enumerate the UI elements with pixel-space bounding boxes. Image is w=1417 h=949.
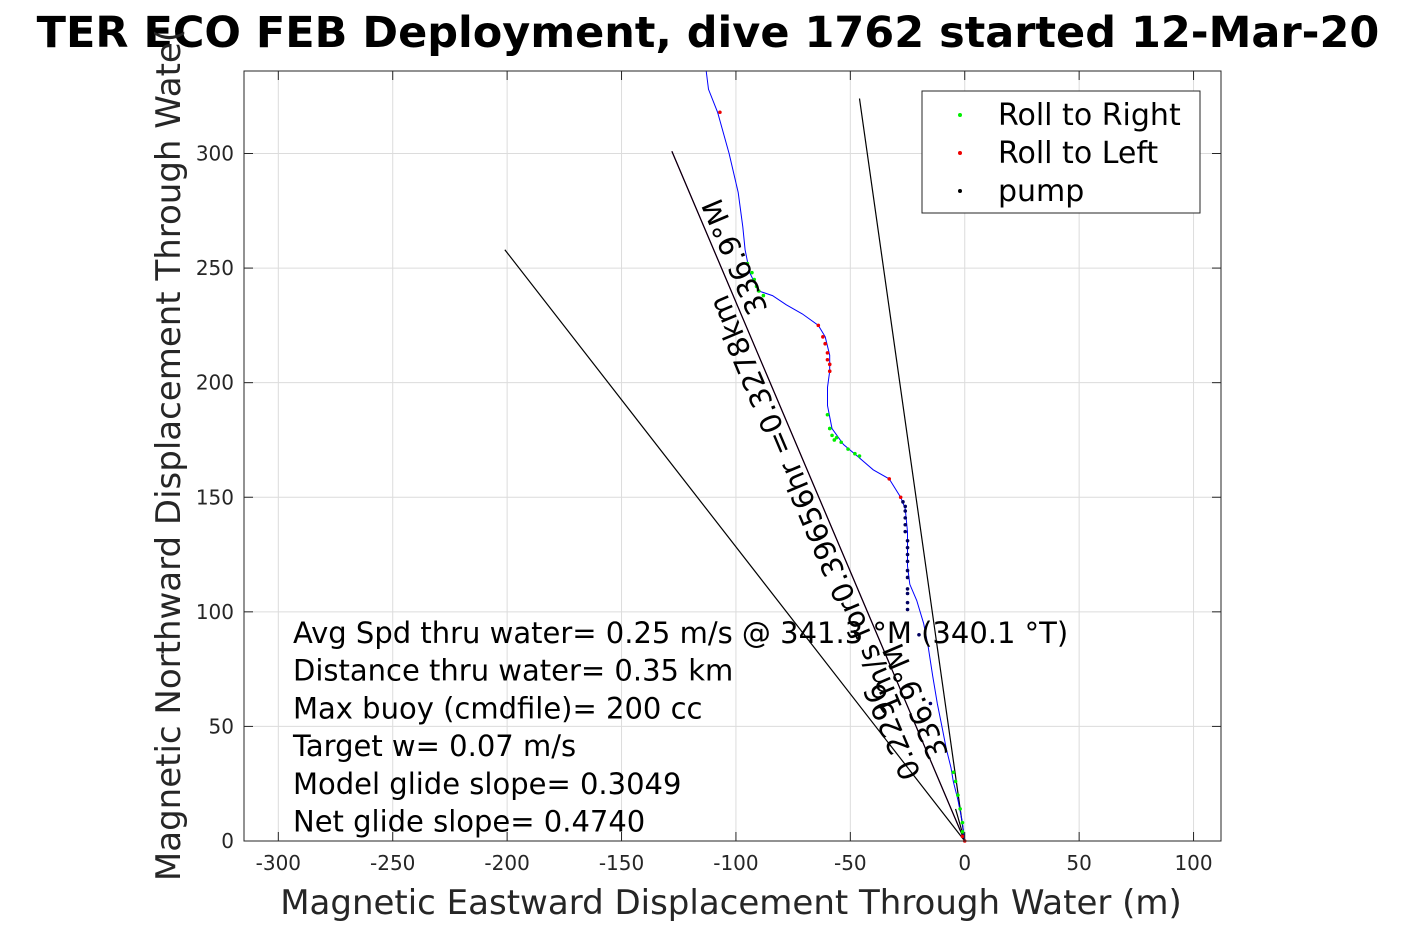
annotation-line: Distance thru water= 0.35 km (293, 654, 733, 688)
roll-left-point (718, 110, 722, 115)
roll-left-point (821, 335, 825, 339)
roll-right-point (752, 277, 757, 282)
x-tick-label: -150 (599, 851, 644, 875)
roll-right-point (857, 454, 862, 458)
roll-left-point (825, 351, 830, 355)
roll-right-point (757, 289, 761, 293)
annotation-line: Model glide slope= 0.3049 (293, 767, 681, 801)
x-tick-label: -200 (484, 851, 529, 875)
chart-title: TER ECO FEB Deployment, dive 1762 starte… (37, 8, 1380, 58)
legend-label: pump (998, 174, 1084, 209)
annotation-line: Net glide slope= 0.4740 (293, 805, 645, 839)
roll-right-point (953, 779, 958, 784)
roll-right-point (960, 830, 965, 834)
roll-right-point (754, 284, 759, 289)
roll-right-point (839, 440, 843, 445)
legend-marker (958, 189, 962, 193)
roll-right-point (745, 261, 750, 266)
legend-marker (958, 113, 962, 117)
reference-lines (504, 98, 966, 842)
roll-right-point (958, 807, 962, 811)
annotation-line: Target w= 0.07 m/s (292, 729, 576, 763)
roll-right-point (956, 793, 960, 797)
roll-left-point (823, 341, 827, 346)
pump-point (905, 538, 910, 543)
roll-right-point (750, 270, 754, 275)
y-tick-label: 200 (196, 371, 234, 395)
reference-line (858, 98, 966, 842)
y-tick-label: 100 (196, 600, 234, 624)
pump-point (905, 559, 910, 564)
y-tick-label: 250 (196, 256, 234, 280)
x-tick-label: -50 (834, 851, 867, 875)
roll-right-point (834, 435, 839, 440)
annotation-block: Avg Spd thru water= 0.25 m/s @ 341.3 °M … (292, 616, 1068, 839)
pump-point (905, 545, 910, 550)
roll-left-point (887, 477, 892, 481)
x-tick-label: 100 (1174, 851, 1212, 875)
x-tick-label: -250 (370, 851, 415, 875)
roll-right-point (832, 438, 837, 442)
x-tick-label: 50 (1066, 851, 1091, 875)
roll-right-point (960, 820, 965, 825)
pump-point (903, 522, 908, 527)
pump-point (905, 587, 910, 591)
roll-right-point (825, 412, 830, 417)
pump-point (905, 600, 910, 605)
ticks: -300 -250 -200 -150 -100 -50 0 50 100 0 50 100 150 20… (196, 71, 1221, 875)
roll-right-point (761, 293, 766, 298)
x-tick-label: 0 (958, 851, 971, 875)
annotation-line: Avg Spd thru water= 0.25 m/s @ 341.3 °M … (293, 616, 1068, 650)
roll-right-point (830, 433, 834, 438)
y-tick-label: 300 (196, 142, 234, 166)
roll-left-point (827, 369, 832, 374)
roll-left-point (960, 834, 965, 839)
roll-left-point (898, 495, 903, 500)
pump-point (903, 516, 908, 520)
roll-left-point (825, 357, 830, 362)
pump-point (903, 529, 908, 534)
legend-marker (958, 151, 962, 155)
legend-box (921, 90, 1201, 214)
pump-point (905, 568, 910, 573)
pump-point (917, 632, 921, 637)
axes-box (243, 70, 1222, 842)
pump-point (901, 500, 905, 504)
legend-label: Roll to Left (998, 136, 1158, 171)
track-group (705, 70, 966, 842)
markers-group (718, 110, 967, 843)
pump-point (928, 701, 933, 706)
reference-line (671, 150, 966, 842)
pump-point (905, 607, 910, 612)
annotation-line: Max buoy (cmdfile)= 200 cc (293, 691, 702, 725)
reference-line (504, 249, 966, 842)
roll-right-point (846, 447, 850, 451)
y-tick-label: 0 (221, 829, 234, 853)
pump-point (903, 504, 908, 509)
roll-right-point (951, 770, 956, 775)
y-axis-label: Magnetic Northward Displacement Through … (149, 29, 189, 881)
x-tick-label: -300 (256, 851, 301, 875)
roll-right-point (853, 451, 857, 456)
x-tick-label: -100 (713, 851, 758, 875)
pump-point (903, 509, 908, 513)
roll-right-point (827, 426, 832, 431)
roll-left-point (816, 323, 821, 328)
roll-left-point (827, 362, 832, 367)
y-tick-label: 150 (196, 485, 234, 509)
x-axis-label: Magnetic Eastward Displacement Through W… (280, 883, 1182, 923)
track-line (705, 70, 966, 842)
pump-point (905, 591, 910, 596)
pump-point (905, 575, 910, 580)
y-tick-label: 50 (209, 714, 234, 738)
pump-point (905, 552, 910, 557)
legend-label: Roll to Right (998, 98, 1181, 133)
